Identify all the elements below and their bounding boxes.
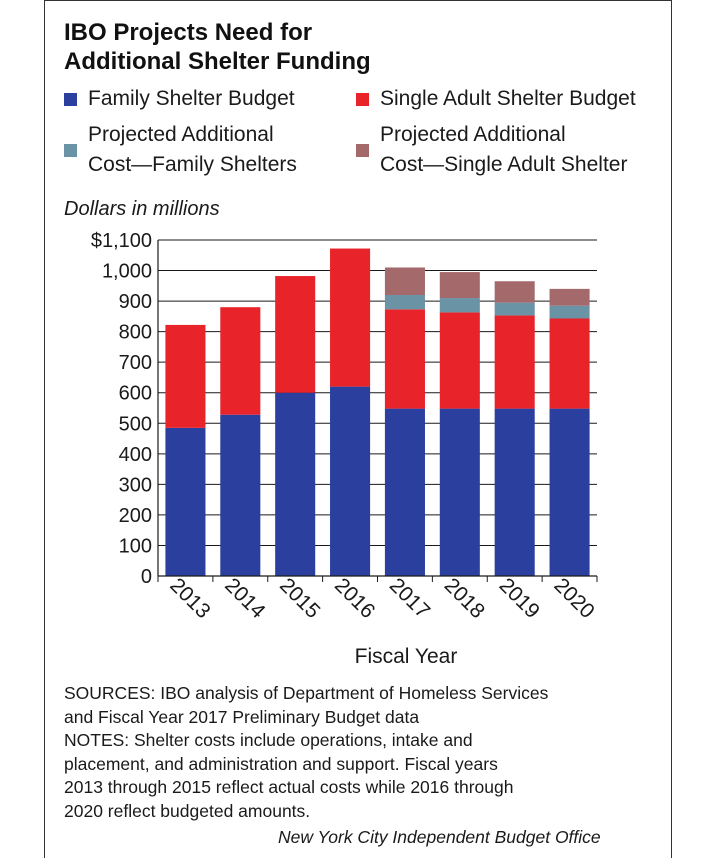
- legend-swatch-single-budget: [356, 93, 369, 106]
- notes-line-1: NOTES: Shelter costs include operations,…: [64, 730, 473, 750]
- y-tick-label-200: 200: [119, 505, 152, 527]
- notes-line-4: 2020 reflect budgeted amounts.: [64, 800, 311, 821]
- legend-swatch-family-additional: [64, 144, 77, 157]
- x-tick-label-2017: 2017: [385, 574, 434, 623]
- legend-label-single-additional-2: Cost—Single Adult Shelter: [380, 153, 628, 176]
- y-tick-label-600: 600: [119, 383, 152, 405]
- y-tick-label-800: 800: [119, 322, 152, 344]
- chart-title-line-1: IBO Projects Need for: [64, 19, 313, 46]
- bar-2017-series-1: [384, 309, 425, 409]
- x-tick-label-2016: 2016: [330, 574, 379, 623]
- y-tick-label-400: 400: [119, 444, 152, 466]
- bar-2019-series-3: [494, 281, 535, 303]
- x-tick-label-2019: 2019: [495, 574, 544, 623]
- bar-2016-series-0: [330, 386, 371, 576]
- bar-2014-series-0: [220, 414, 261, 576]
- x-tick-label-2018: 2018: [440, 574, 489, 623]
- bar-2017-series-3: [384, 267, 425, 295]
- stacked-bar-chart: 0 100 200 300 400 500 600 700 800 900 1,000 $1,100 2…: [91, 230, 599, 668]
- source-credit: New York City Independent Budget Office: [278, 827, 601, 847]
- bar-2019-series-2: [494, 302, 535, 316]
- legend-label-single-budget: Single Adult Shelter Budget: [380, 87, 636, 110]
- x-tick-label-2014: 2014: [220, 574, 270, 624]
- x-tick-label-2013: 2013: [165, 574, 214, 623]
- bar-2020-series-3: [549, 288, 590, 306]
- legend-label-family-additional-1: Projected Additional: [88, 123, 274, 146]
- bar-2019-series-0: [494, 408, 535, 576]
- bar-2015-series-0: [275, 392, 316, 576]
- x-axis-title: Fiscal Year: [355, 645, 458, 668]
- bar-2020-series-0: [549, 408, 590, 576]
- legend-label-family-budget: Family Shelter Budget: [88, 87, 295, 110]
- chart-title-line-2: Additional Shelter Funding: [64, 48, 371, 75]
- y-tick-label-300: 300: [119, 474, 152, 496]
- bar-2013-series-1: [165, 324, 206, 428]
- bar-2013-series-0: [165, 427, 206, 576]
- y-tick-label-900: 900: [119, 291, 152, 313]
- bar-2018-series-0: [439, 408, 480, 576]
- y-tick-label-500: 500: [119, 413, 152, 435]
- sources-line-2: and Fiscal Year 2017 Preliminary Budget …: [64, 706, 420, 727]
- chart-notes: SOURCES: IBO analysis of Department of H…: [64, 682, 664, 823]
- bar-2018-series-3: [439, 272, 480, 299]
- legend-swatch-single-additional: [356, 144, 369, 157]
- bar-2019-series-1: [494, 315, 535, 409]
- bar-2015-series-1: [275, 276, 316, 393]
- y-tick-label-700: 700: [119, 352, 152, 374]
- x-tick-label-2020: 2020: [550, 574, 599, 623]
- x-tick-label-2015: 2015: [275, 574, 324, 623]
- bar-2017-series-2: [384, 294, 425, 310]
- bar-2016-series-1: [330, 248, 371, 387]
- y-tick-label-1000: 1,000: [102, 261, 152, 283]
- notes-line-2: placement, and administration and suppor…: [64, 753, 498, 774]
- y-tick-label-100: 100: [119, 535, 152, 557]
- y-tick-label-1100: $1,100: [91, 230, 152, 252]
- chart-title: IBO Projects Need for Additional Shelter…: [64, 18, 624, 76]
- bar-2020-series-1: [549, 318, 590, 409]
- bar-2018-series-2: [439, 298, 480, 313]
- sources-line-1: SOURCES: IBO analysis of Department of H…: [64, 683, 549, 703]
- bar-2017-series-0: [384, 408, 425, 576]
- units-label: Dollars in millions: [64, 198, 220, 220]
- bar-layer: [165, 248, 590, 576]
- bar-2020-series-2: [549, 305, 590, 319]
- legend-label-family-additional-2: Cost—Family Shelters: [88, 153, 297, 176]
- legend-label-single-additional-1: Projected Additional: [380, 123, 566, 146]
- y-tick-label-0: 0: [141, 566, 152, 588]
- bar-2018-series-1: [439, 312, 480, 409]
- bar-2014-series-1: [220, 307, 261, 415]
- notes-line-3: 2013 through 2015 reflect actual costs w…: [64, 777, 514, 797]
- legend-swatch-family-budget: [64, 93, 77, 106]
